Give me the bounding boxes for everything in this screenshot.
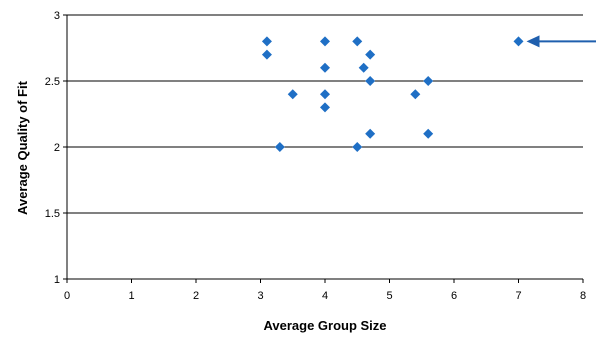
x-tick-label: 0 [64, 290, 70, 302]
data-point [365, 49, 376, 60]
x-tick-label: 1 [128, 290, 134, 302]
y-tick-labels: 1 1.5 2 2.5 3 [45, 10, 60, 286]
data-points [261, 36, 524, 152]
x-tick-label: 7 [515, 290, 521, 302]
annotation [526, 35, 596, 48]
y-tick-label: 2 [54, 142, 60, 154]
y-tick-label: 3 [54, 10, 60, 22]
data-point [513, 36, 524, 47]
data-point [320, 102, 330, 113]
data-point [320, 36, 330, 47]
x-axis-label: Average Group Size [263, 318, 386, 333]
data-point [352, 36, 363, 47]
axes [63, 14, 584, 283]
data-point [423, 128, 434, 139]
gridlines [67, 14, 583, 214]
y-tick-label: 1 [54, 274, 60, 286]
x-tick-label: 8 [580, 290, 586, 302]
data-point [320, 62, 330, 73]
data-point [261, 49, 272, 60]
data-point [365, 128, 376, 139]
x-tick-label: 6 [451, 290, 457, 302]
data-point [274, 142, 285, 152]
x-tick-label: 3 [257, 290, 263, 302]
data-point [365, 76, 376, 86]
data-point [358, 62, 369, 73]
x-tick-label: 5 [386, 290, 392, 302]
data-point [410, 89, 421, 100]
data-point [320, 89, 330, 100]
arrow-head [526, 35, 540, 48]
y-tick-label: 2.5 [45, 76, 60, 88]
data-point [261, 36, 272, 47]
x-tick-label: 4 [322, 290, 328, 302]
data-point [423, 76, 434, 86]
y-tick-label: 1.5 [45, 208, 60, 220]
data-point [287, 89, 298, 100]
y-axis-label: Average Quality of Fit [15, 80, 30, 215]
data-point [352, 142, 363, 152]
x-tick-labels: 0 1 2 3 4 5 6 7 8 [64, 290, 586, 302]
x-tick-label: 2 [193, 290, 199, 302]
